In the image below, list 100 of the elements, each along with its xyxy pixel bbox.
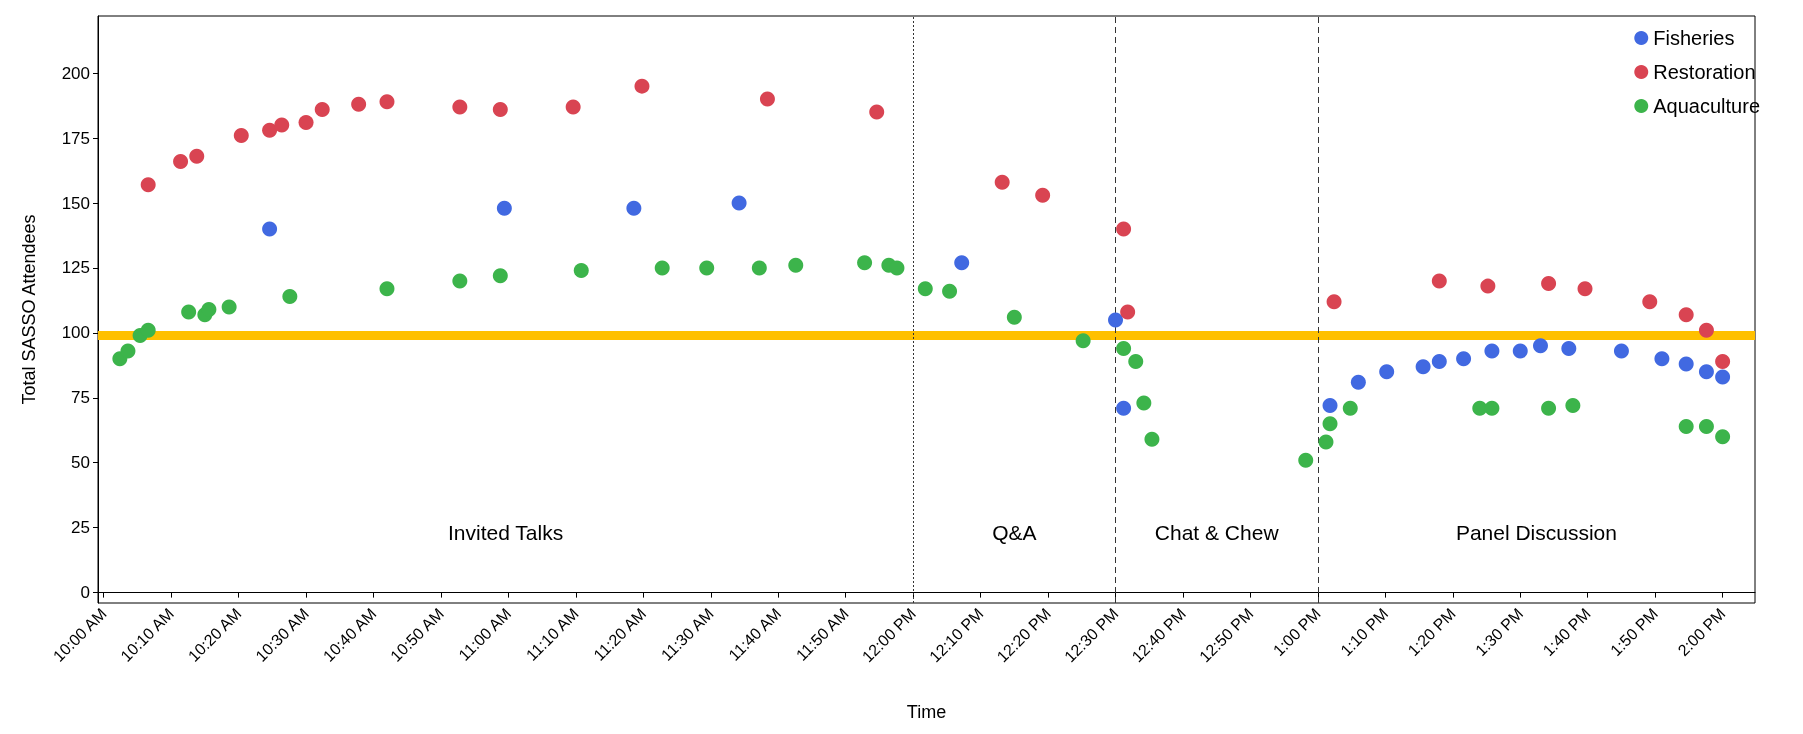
point: [1698, 418, 1714, 434]
point: [731, 195, 747, 211]
point: [1541, 400, 1557, 416]
point: [1565, 398, 1581, 414]
point: [1379, 364, 1395, 380]
y-tick-label: 50: [71, 453, 90, 473]
point: [699, 260, 715, 276]
legend-label: Aquaculture: [1653, 95, 1761, 117]
point: [954, 255, 970, 271]
point: [1472, 400, 1488, 416]
point: [496, 200, 512, 216]
point: [221, 299, 237, 315]
point: [1415, 359, 1431, 375]
x-tick-label: 2:00 PM: [1674, 604, 1729, 660]
point: [626, 200, 642, 216]
point: [1484, 400, 1500, 416]
point: [314, 102, 330, 117]
annotation: Invited Talks: [447, 521, 564, 545]
point: [1350, 374, 1366, 390]
point: [1541, 276, 1557, 292]
x-tick-label: 1:20 PM: [1404, 604, 1459, 660]
point: [298, 114, 314, 130]
point: [917, 281, 933, 297]
point: [1698, 364, 1714, 380]
point: [1116, 221, 1132, 237]
point: [1318, 434, 1334, 450]
point: [1642, 294, 1658, 310]
point: [262, 221, 278, 237]
y-tick-label: 125: [61, 258, 90, 278]
point: [1108, 312, 1124, 328]
point: [189, 148, 205, 164]
point: [1035, 187, 1051, 203]
point: [1484, 343, 1500, 359]
y-tick-label: 100: [61, 323, 90, 343]
point: [351, 96, 367, 112]
point: [1128, 353, 1144, 369]
y-tick-label: 0: [80, 583, 90, 603]
point: [1116, 340, 1132, 356]
point: [120, 343, 136, 359]
point: [654, 260, 670, 276]
point: [1431, 273, 1447, 289]
point: [1116, 400, 1132, 416]
point: [173, 153, 189, 169]
legend-label: Restoration: [1653, 61, 1756, 83]
point: [1431, 353, 1447, 369]
annotation: Panel Discussion: [1455, 521, 1617, 545]
point: [1136, 395, 1152, 411]
point: [262, 122, 278, 138]
y-tick-label: 75: [71, 388, 90, 408]
point: [1533, 338, 1548, 354]
point: [869, 104, 885, 120]
point: [140, 177, 156, 193]
point: [1120, 304, 1136, 320]
x-axis-title: Time: [906, 702, 947, 722]
point: [379, 94, 395, 110]
point: [1561, 340, 1577, 356]
point: [994, 174, 1010, 190]
point: [1678, 356, 1694, 372]
point: [634, 78, 650, 94]
y-axis-title: Total SASSO Attendees: [19, 214, 39, 405]
point: [1006, 309, 1022, 325]
point: [1480, 278, 1496, 294]
point: [379, 281, 395, 297]
x-tick-label: 1:30 PM: [1472, 604, 1527, 660]
y-tick-label: 150: [61, 193, 90, 213]
point: [1326, 294, 1342, 310]
point: [140, 322, 156, 338]
point: [565, 99, 581, 115]
point: [573, 263, 589, 279]
point: [889, 260, 905, 276]
x-tick-label: 1:50 PM: [1607, 604, 1662, 660]
point: [1075, 333, 1091, 349]
point: [1322, 398, 1338, 414]
point: [201, 302, 217, 317]
point: [452, 273, 468, 289]
point: [1322, 416, 1338, 432]
legend-label: Fisheries: [1653, 27, 1735, 49]
x-tick-label: 1:40 PM: [1539, 604, 1594, 660]
x-tick-label: 1:00 PM: [1269, 604, 1324, 660]
point: [1678, 307, 1694, 323]
point: [1456, 351, 1472, 367]
point: [1654, 351, 1670, 367]
point: [857, 255, 873, 271]
y-tick-label: 200: [61, 63, 90, 83]
point: [452, 99, 468, 115]
point: [1698, 322, 1714, 338]
point: [1512, 343, 1528, 359]
annotation: Chat & Chew: [1154, 521, 1280, 545]
y-tick-label: 25: [71, 518, 90, 538]
point: [282, 289, 298, 305]
point: [1298, 452, 1314, 468]
point: [492, 268, 508, 284]
point: [1715, 369, 1731, 385]
point: [942, 283, 958, 299]
point: [274, 117, 290, 133]
point: [181, 304, 197, 320]
y-tick-label: 175: [61, 128, 90, 148]
point: [1342, 400, 1358, 416]
annotation: Q&A: [992, 521, 1037, 545]
point: [1715, 353, 1731, 369]
